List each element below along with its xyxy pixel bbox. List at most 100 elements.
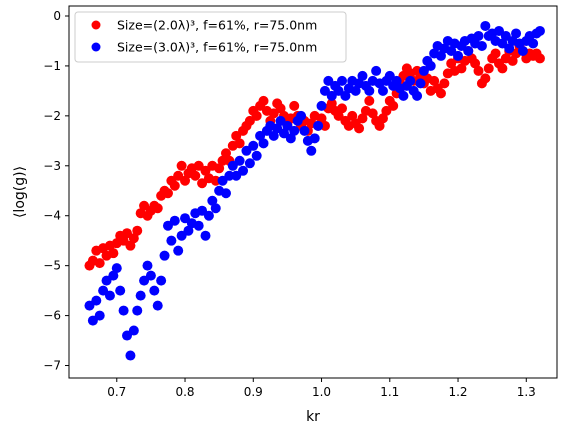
x-tick-label: 1.0 [312,385,331,399]
y-axis-label: ⟨log(g)⟩ [12,166,28,218]
data-point [258,138,269,149]
data-point [497,63,508,74]
data-point [125,240,136,251]
data-point [364,85,375,96]
data-point [166,235,177,246]
data-point [207,195,218,206]
data-point [220,148,231,159]
data-point [248,140,259,151]
x-tick-label: 1.1 [380,385,399,399]
x-tick-label: 0.8 [175,385,194,399]
data-point [453,50,464,61]
data-point [173,245,184,256]
data-point [289,125,300,136]
data-point [210,203,221,214]
data-point [337,75,348,86]
data-point [354,123,365,134]
data-point [94,258,105,269]
data-point [289,100,300,111]
data-point [377,113,388,124]
data-point [268,130,279,141]
data-point [357,113,368,124]
series-layer [84,20,545,361]
data-point [337,103,348,114]
data-point [347,110,358,121]
data-point [473,65,484,76]
data-point [528,38,539,49]
data-point [296,110,307,121]
y-axis: 0 −1 −2 −3 −4 −5 −6 −7 [43,9,69,373]
data-point [309,133,320,144]
x-tick-label: 0.7 [107,385,126,399]
data-point [398,90,409,101]
data-point [357,70,368,81]
data-point [316,113,327,124]
data-point [456,63,467,74]
y-tick-label: −1 [43,59,61,73]
data-point [476,40,487,51]
data-point [285,133,296,144]
legend-marker-series-2 [91,42,101,52]
x-axis-label: kr [306,409,320,425]
data-point [364,95,375,106]
y-tick-label: −2 [43,109,61,123]
data-point [180,175,191,186]
data-point [238,165,249,176]
y-tick-label: −6 [43,309,61,323]
data-point [214,163,225,174]
data-point [135,290,146,301]
data-point [149,285,160,296]
data-point [220,188,231,199]
data-point [152,203,163,214]
data-point [234,155,245,166]
data-point [473,30,484,41]
data-point [142,260,153,271]
data-point [156,275,167,286]
data-point [534,53,545,64]
data-point [415,78,426,89]
data-point [128,325,139,336]
data-point [190,170,201,181]
data-point [108,270,119,281]
data-point [534,25,545,36]
data-point [169,215,180,226]
data-point [470,58,481,69]
data-point [371,65,382,76]
x-tick-label: 1.2 [448,385,467,399]
legend: Size=(2.0λ)³, f=61%, r=75.0nm Size=(3.0λ… [74,11,347,63]
y-tick-label: −5 [43,259,61,273]
data-point [306,145,317,156]
data-point [108,248,119,259]
legend-label-series-2: Size=(3.0λ)³, f=61%, r=75.0nm [117,40,317,55]
x-tick-label: 0.9 [244,385,263,399]
data-point [152,300,163,311]
plot-frame [68,5,558,379]
data-point [483,63,494,74]
data-point [517,45,528,56]
data-point [391,75,402,86]
data-point [429,75,440,86]
data-point [377,85,388,96]
data-point [490,48,501,59]
y-tick-label: −4 [43,209,61,223]
data-point [439,78,450,89]
data-point [504,43,515,54]
y-tick-label: 0 [53,9,61,23]
data-point [132,225,143,236]
data-point [162,188,173,199]
data-point [275,103,286,114]
y-tick-label: −7 [43,359,61,373]
data-point [412,90,423,101]
data-point [480,20,491,31]
data-point [118,305,129,316]
legend-marker-series-1 [91,20,101,30]
data-point [169,180,180,191]
data-point [340,90,351,101]
data-point [435,50,446,61]
data-point [200,230,211,241]
data-point [94,310,105,321]
x-axis: 0.7 0.8 0.9 1.0 1.1 1.2 1.3 [107,378,536,399]
data-point [316,100,327,111]
data-point [183,225,194,236]
